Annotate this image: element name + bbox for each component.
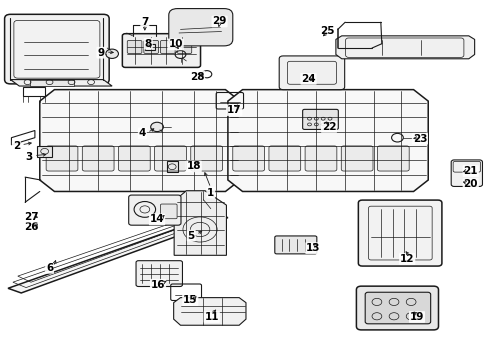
Text: 12: 12 xyxy=(400,254,415,264)
FancyBboxPatch shape xyxy=(279,56,344,90)
Polygon shape xyxy=(10,80,112,86)
Text: 9: 9 xyxy=(98,48,104,58)
Text: 27: 27 xyxy=(24,212,38,221)
FancyBboxPatch shape xyxy=(160,41,175,53)
FancyBboxPatch shape xyxy=(46,146,78,171)
Text: 23: 23 xyxy=(413,134,427,144)
FancyBboxPatch shape xyxy=(303,109,338,130)
FancyBboxPatch shape xyxy=(305,146,337,171)
Text: 14: 14 xyxy=(150,215,164,224)
Text: 16: 16 xyxy=(151,280,165,290)
Text: 11: 11 xyxy=(204,312,219,322)
FancyBboxPatch shape xyxy=(82,146,114,171)
FancyBboxPatch shape xyxy=(451,160,483,186)
FancyBboxPatch shape xyxy=(377,146,409,171)
FancyBboxPatch shape xyxy=(365,292,431,324)
Text: 22: 22 xyxy=(322,122,336,132)
Text: 20: 20 xyxy=(464,179,478,189)
Text: 3: 3 xyxy=(25,152,33,162)
FancyBboxPatch shape xyxy=(169,9,233,46)
Text: 25: 25 xyxy=(320,26,334,36)
FancyBboxPatch shape xyxy=(275,236,317,254)
Text: 13: 13 xyxy=(306,243,320,253)
FancyBboxPatch shape xyxy=(269,146,301,171)
FancyBboxPatch shape xyxy=(119,146,150,171)
Circle shape xyxy=(151,122,163,132)
Polygon shape xyxy=(174,191,226,255)
FancyBboxPatch shape xyxy=(129,195,181,225)
FancyBboxPatch shape xyxy=(177,41,192,53)
Text: 17: 17 xyxy=(227,105,242,115)
FancyBboxPatch shape xyxy=(341,146,373,171)
FancyBboxPatch shape xyxy=(356,286,439,330)
Text: 4: 4 xyxy=(139,129,146,138)
Text: 19: 19 xyxy=(410,312,424,322)
Text: 18: 18 xyxy=(187,161,201,171)
Circle shape xyxy=(106,49,119,58)
Text: 6: 6 xyxy=(46,263,53,273)
Text: 2: 2 xyxy=(13,141,20,151)
FancyBboxPatch shape xyxy=(358,200,442,266)
Text: 5: 5 xyxy=(188,231,195,240)
FancyBboxPatch shape xyxy=(191,146,222,171)
FancyBboxPatch shape xyxy=(144,41,159,53)
FancyBboxPatch shape xyxy=(233,146,265,171)
FancyBboxPatch shape xyxy=(127,41,142,53)
Polygon shape xyxy=(173,298,246,325)
Polygon shape xyxy=(40,90,240,192)
FancyBboxPatch shape xyxy=(160,204,177,219)
Text: 10: 10 xyxy=(169,40,183,49)
Text: 24: 24 xyxy=(301,74,316,84)
FancyBboxPatch shape xyxy=(4,14,109,84)
Polygon shape xyxy=(336,36,475,59)
Bar xyxy=(30,80,74,86)
Text: 1: 1 xyxy=(207,188,215,198)
FancyBboxPatch shape xyxy=(136,261,182,287)
FancyBboxPatch shape xyxy=(122,34,200,67)
Text: 15: 15 xyxy=(183,295,197,305)
Text: 8: 8 xyxy=(145,39,152,49)
Text: 7: 7 xyxy=(141,17,148,27)
Bar xyxy=(37,146,52,157)
Text: 28: 28 xyxy=(190,72,204,82)
Text: 26: 26 xyxy=(24,222,38,232)
Text: 21: 21 xyxy=(464,166,478,176)
Bar xyxy=(167,161,177,172)
Polygon shape xyxy=(8,214,228,293)
Polygon shape xyxy=(228,90,428,192)
FancyBboxPatch shape xyxy=(155,146,186,171)
Polygon shape xyxy=(145,44,155,50)
Text: 29: 29 xyxy=(212,17,227,27)
